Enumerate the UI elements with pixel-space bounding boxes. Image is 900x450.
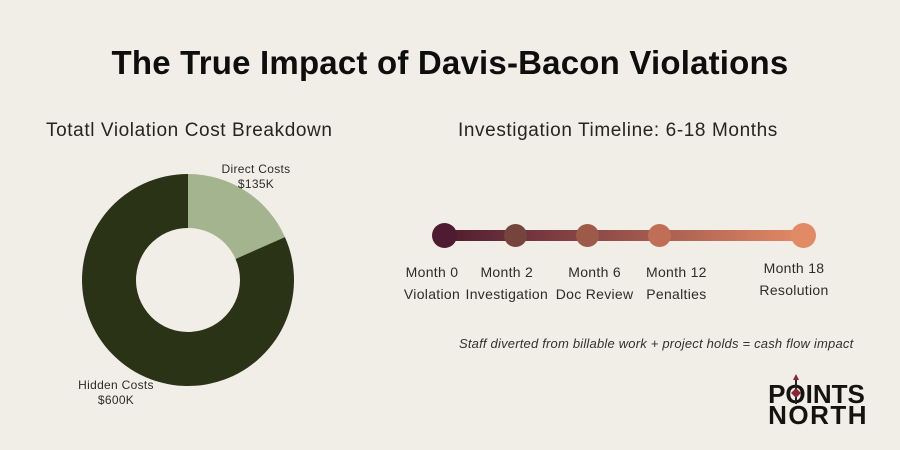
donut-slice-hidden-costs xyxy=(82,174,295,386)
timeline-dot-month-12 xyxy=(647,224,671,247)
timeline-bar xyxy=(444,230,803,241)
timeline-title: Investigation Timeline: 6-18 Months xyxy=(458,120,778,141)
timeline-stage: Penalties xyxy=(646,286,707,302)
timeline-month: Month 6 xyxy=(568,264,621,280)
timeline-label-month-0: Month 0 Violation xyxy=(367,261,497,305)
timeline-stage: Investigation xyxy=(465,286,549,302)
timeline-label-month-6: Month 6 Doc Review xyxy=(530,261,660,305)
slice-name: Hidden Costs xyxy=(78,378,154,392)
timeline-stage: Doc Review xyxy=(555,286,634,302)
timeline-label-month-18: Month 18 Resolution xyxy=(729,257,859,301)
points-north-logo: POINTS NORTH xyxy=(768,374,868,430)
slice-name: Direct Costs xyxy=(221,162,291,176)
donut-chart-title: Totatl Violation Cost Breakdown xyxy=(46,120,333,141)
timeline-label-month-2: Month 2 Investigation xyxy=(442,261,572,305)
timeline-month: Month 18 xyxy=(763,260,825,276)
timeline-month: Month 0 xyxy=(405,264,459,280)
donut-label-hidden-costs: Hidden Costs $600K xyxy=(78,378,154,408)
logo-text: P xyxy=(768,379,786,409)
page-title: The True Impact of Davis-Bacon Violation… xyxy=(111,44,789,81)
donut-chart xyxy=(82,174,295,386)
timeline-month: Month 2 xyxy=(480,264,534,280)
donut-slice-direct-costs xyxy=(188,174,285,259)
logo-line-points: POINTS xyxy=(768,374,868,407)
timeline-stage: Resolution xyxy=(759,282,829,298)
logo-compass-o: O xyxy=(785,374,806,407)
timeline-dot-month-2 xyxy=(504,224,528,247)
donut-label-direct-costs: Direct Costs $135K xyxy=(222,162,291,192)
timeline-note: Staff diverted from billable work + proj… xyxy=(459,336,854,351)
slice-value: $135K xyxy=(237,177,275,191)
slice-value: $600K xyxy=(97,393,135,407)
timeline-stage: Violation xyxy=(403,286,461,302)
timeline-dot-month-0 xyxy=(431,223,457,248)
logo-text: INTS xyxy=(805,379,865,409)
timeline-month: Month 12 xyxy=(646,264,707,280)
logo-line-north: NORTH xyxy=(768,400,868,430)
timeline-dot-month-6 xyxy=(576,224,600,247)
timeline-label-month-12: Month 12 Penalties xyxy=(611,261,741,305)
timeline-dot-month-18 xyxy=(790,223,816,248)
